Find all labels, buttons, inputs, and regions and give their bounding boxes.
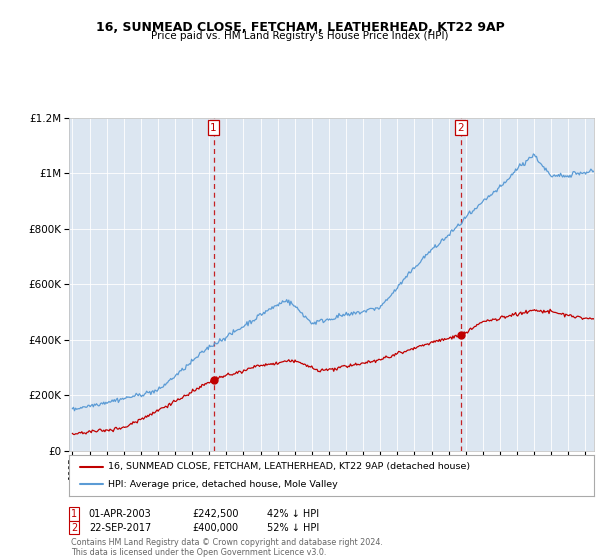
Text: 16, SUNMEAD CLOSE, FETCHAM, LEATHERHEAD, KT22 9AP (detached house): 16, SUNMEAD CLOSE, FETCHAM, LEATHERHEAD,… <box>109 462 470 471</box>
Text: £400,000: £400,000 <box>192 522 238 533</box>
Text: £242,500: £242,500 <box>192 509 239 519</box>
Text: 01-APR-2003: 01-APR-2003 <box>89 509 152 519</box>
Text: 1: 1 <box>210 123 217 133</box>
Text: 16, SUNMEAD CLOSE, FETCHAM, LEATHERHEAD, KT22 9AP: 16, SUNMEAD CLOSE, FETCHAM, LEATHERHEAD,… <box>95 21 505 34</box>
Text: 52% ↓ HPI: 52% ↓ HPI <box>267 522 319 533</box>
Text: 2: 2 <box>71 522 77 533</box>
Text: Contains HM Land Registry data © Crown copyright and database right 2024.
This d: Contains HM Land Registry data © Crown c… <box>71 538 383 557</box>
Text: 1: 1 <box>71 509 77 519</box>
Text: 22-SEP-2017: 22-SEP-2017 <box>89 522 151 533</box>
Text: HPI: Average price, detached house, Mole Valley: HPI: Average price, detached house, Mole… <box>109 480 338 489</box>
Text: 42% ↓ HPI: 42% ↓ HPI <box>267 509 319 519</box>
Text: Price paid vs. HM Land Registry's House Price Index (HPI): Price paid vs. HM Land Registry's House … <box>151 31 449 41</box>
Text: 2: 2 <box>458 123 464 133</box>
